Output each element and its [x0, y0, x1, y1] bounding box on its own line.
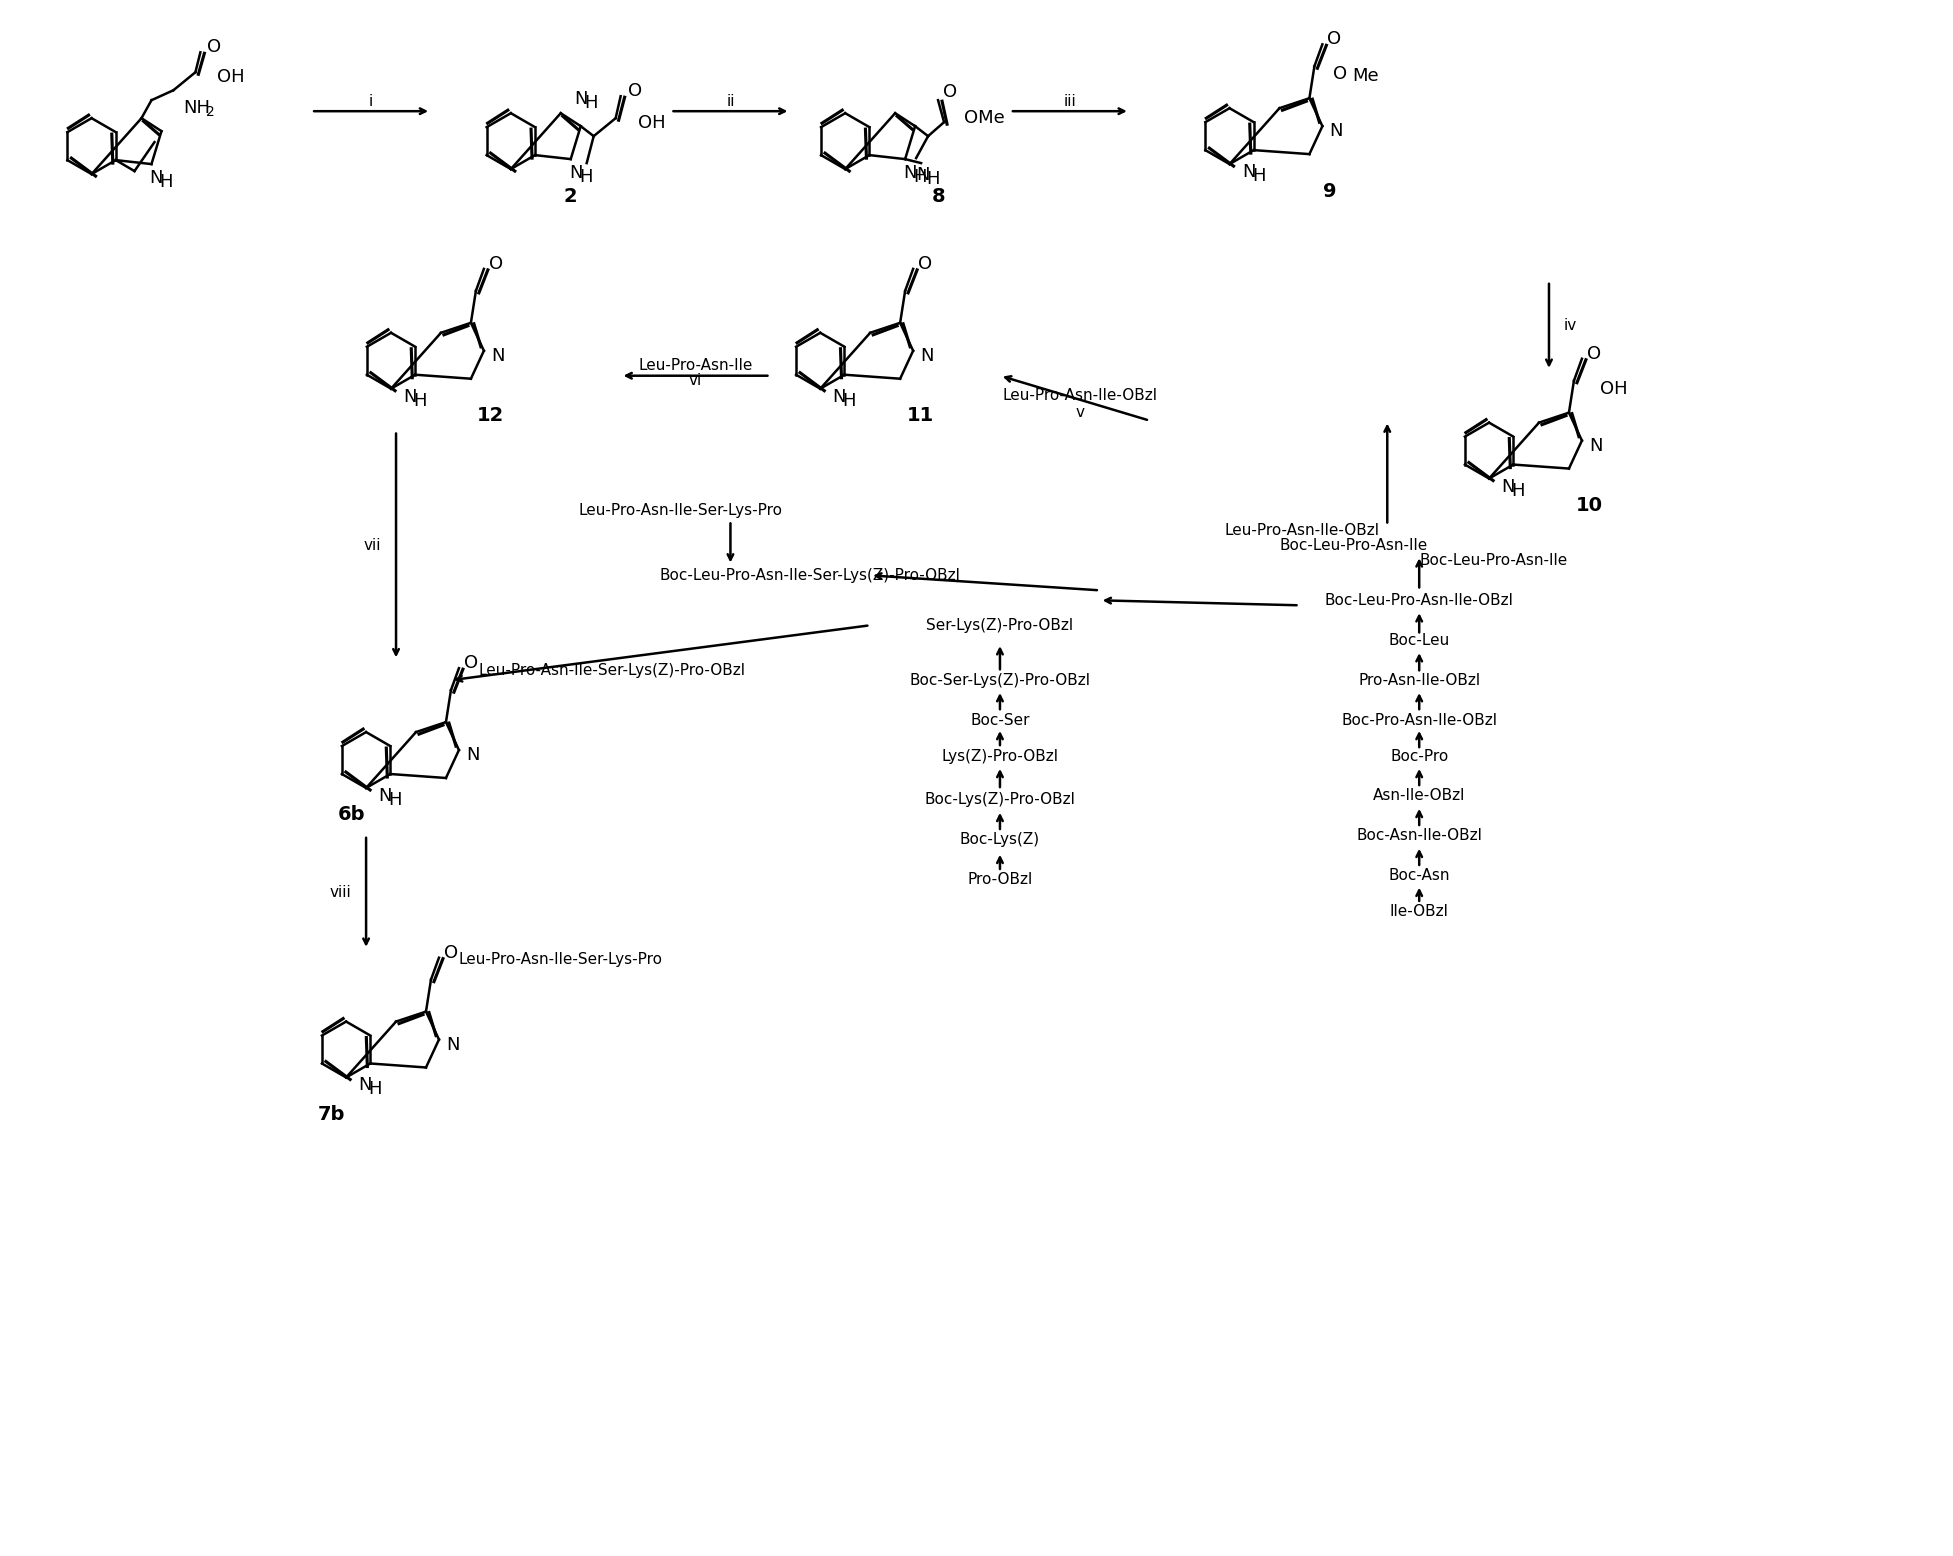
Text: 11: 11 — [906, 406, 934, 425]
Text: N: N — [359, 1077, 373, 1094]
Text: NH: NH — [184, 100, 211, 117]
Text: vi: vi — [689, 373, 703, 387]
Text: Asn-Ile-OBzl: Asn-Ile-OBzl — [1373, 789, 1465, 803]
Text: O: O — [488, 255, 504, 272]
Text: O: O — [1588, 345, 1601, 363]
Text: 6b: 6b — [338, 806, 365, 825]
Text: H: H — [844, 392, 855, 409]
Text: 12: 12 — [477, 406, 504, 425]
Text: Ile-OBzl: Ile-OBzl — [1391, 904, 1449, 920]
Text: v: v — [1076, 405, 1084, 420]
Text: H: H — [584, 95, 598, 112]
Text: N: N — [904, 163, 916, 182]
Text: N: N — [574, 90, 588, 109]
Text: vii: vii — [363, 538, 381, 552]
Text: N: N — [1502, 478, 1516, 495]
Text: Leu-Pro-Asn-Ile-OBzl: Leu-Pro-Asn-Ile-OBzl — [1225, 523, 1379, 538]
Text: OMe: OMe — [965, 109, 1004, 128]
Text: Boc-Leu-Pro-Asn-Ile: Boc-Leu-Pro-Asn-Ile — [1279, 538, 1428, 552]
Text: O: O — [443, 943, 459, 962]
Text: 10: 10 — [1576, 496, 1601, 515]
Text: Boc-Leu-Pro-Asn-Ile-Ser-Lys(Z)-Pro-OBzl: Boc-Leu-Pro-Asn-Ile-Ser-Lys(Z)-Pro-OBzl — [660, 568, 961, 584]
Text: H: H — [160, 173, 174, 191]
Text: ii: ii — [727, 93, 734, 109]
Text: N: N — [832, 387, 846, 406]
Text: Boc-Asn-Ile-OBzl: Boc-Asn-Ile-OBzl — [1355, 828, 1482, 843]
Text: i: i — [369, 93, 373, 109]
Text: N: N — [916, 166, 930, 184]
Text: Leu-Pro-Asn-Ile-Ser-Lys-Pro: Leu-Pro-Asn-Ile-Ser-Lys-Pro — [459, 952, 662, 968]
Text: Boc-Lys(Z): Boc-Lys(Z) — [959, 832, 1041, 848]
Text: Leu-Pro-Asn-Ile: Leu-Pro-Asn-Ile — [639, 358, 752, 373]
Text: 9: 9 — [1322, 182, 1336, 201]
Text: Boc-Leu-Pro-Asn-Ile-OBzl: Boc-Leu-Pro-Asn-Ile-OBzl — [1324, 593, 1514, 608]
Text: O: O — [627, 82, 643, 100]
Text: N: N — [1242, 163, 1256, 180]
Text: N: N — [1330, 123, 1344, 140]
Text: O: O — [918, 255, 932, 272]
Text: N: N — [150, 170, 164, 187]
Text: Boc-Leu-Pro-Asn-Ile: Boc-Leu-Pro-Asn-Ile — [1420, 552, 1568, 568]
Text: Boc-Asn: Boc-Asn — [1389, 868, 1449, 884]
Text: 2: 2 — [564, 187, 578, 205]
Text: Ser-Lys(Z)-Pro-OBzl: Ser-Lys(Z)-Pro-OBzl — [926, 618, 1074, 633]
Text: N: N — [568, 163, 582, 182]
Text: viii: viii — [330, 885, 352, 901]
Text: iii: iii — [1064, 93, 1076, 109]
Text: N: N — [445, 1036, 459, 1053]
Text: Boc-Ser: Boc-Ser — [971, 713, 1029, 728]
Text: O: O — [207, 39, 221, 56]
Text: N: N — [490, 347, 504, 364]
Text: H: H — [1252, 166, 1266, 185]
Text: 2: 2 — [207, 106, 215, 120]
Text: O: O — [943, 82, 957, 101]
Text: H: H — [369, 1080, 383, 1099]
Text: Boc-Ser-Lys(Z)-Pro-OBzl: Boc-Ser-Lys(Z)-Pro-OBzl — [910, 672, 1090, 688]
Text: Leu-Pro-Asn-Ile-Ser-Lys-Pro: Leu-Pro-Asn-Ile-Ser-Lys-Pro — [578, 503, 783, 518]
Text: Boc-Pro: Boc-Pro — [1391, 748, 1449, 764]
Text: H: H — [926, 170, 939, 188]
Text: Boc-Pro-Asn-Ile-OBzl: Boc-Pro-Asn-Ile-OBzl — [1342, 713, 1498, 728]
Text: Me: Me — [1351, 67, 1379, 86]
Text: H: H — [914, 168, 928, 187]
Text: N: N — [379, 787, 393, 804]
Text: N: N — [920, 347, 934, 364]
Text: 8: 8 — [932, 187, 945, 205]
Text: O: O — [1328, 30, 1342, 48]
Text: N: N — [467, 745, 480, 764]
Text: iv: iv — [1564, 319, 1578, 333]
Text: OH: OH — [637, 114, 666, 132]
Text: 7b: 7b — [318, 1105, 346, 1123]
Text: OH: OH — [1600, 380, 1627, 398]
Text: H: H — [1512, 481, 1525, 499]
Text: Boc-Leu: Boc-Leu — [1389, 633, 1449, 647]
Text: Leu-Pro-Asn-Ile-Ser-Lys(Z)-Pro-OBzl: Leu-Pro-Asn-Ile-Ser-Lys(Z)-Pro-OBzl — [478, 663, 746, 678]
Text: O: O — [1334, 65, 1348, 84]
Text: O: O — [465, 654, 478, 672]
Text: H: H — [389, 790, 402, 809]
Text: Lys(Z)-Pro-OBzl: Lys(Z)-Pro-OBzl — [941, 748, 1059, 764]
Text: Pro-Asn-Ile-OBzl: Pro-Asn-Ile-OBzl — [1357, 672, 1480, 688]
Text: H: H — [414, 392, 428, 409]
Text: OH: OH — [217, 68, 244, 86]
Text: Pro-OBzl: Pro-OBzl — [967, 873, 1033, 887]
Text: H: H — [578, 168, 592, 187]
Text: Leu-Pro-Asn-Ile-OBzl: Leu-Pro-Asn-Ile-OBzl — [1002, 387, 1158, 403]
Text: N: N — [1590, 437, 1603, 454]
Text: N: N — [404, 387, 418, 406]
Text: Boc-Lys(Z)-Pro-OBzl: Boc-Lys(Z)-Pro-OBzl — [924, 792, 1076, 808]
